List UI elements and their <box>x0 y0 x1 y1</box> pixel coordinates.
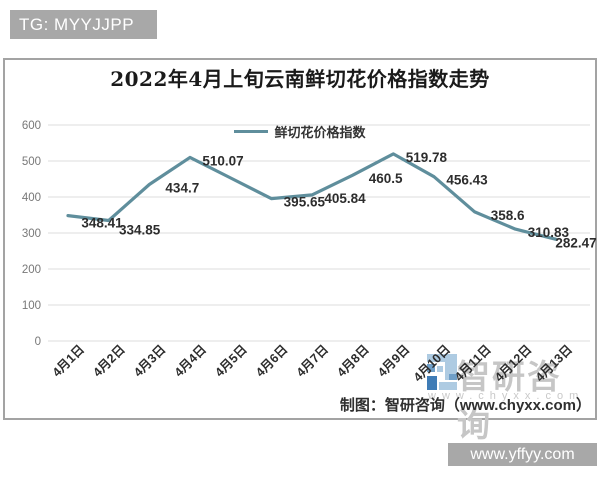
data-label: 348.41 <box>81 216 123 231</box>
price-index-line <box>66 152 558 241</box>
x-axis-tick-label: 4月8日 <box>334 342 371 379</box>
data-label: 282.47 <box>555 235 596 250</box>
data-label: 334.85 <box>119 222 161 237</box>
x-axis-tick-label: 4月7日 <box>294 342 331 379</box>
data-label: 395.65 <box>284 195 326 210</box>
x-axis-tick-label: 4月10日 <box>411 342 453 384</box>
x-axis-tick-label: 4月1日 <box>50 342 87 379</box>
data-label: 358.6 <box>491 208 525 223</box>
x-axis-tick-label: 4月13日 <box>533 342 575 384</box>
data-label: 434.7 <box>165 181 199 196</box>
y-axis-tick-label: 100 <box>22 300 41 312</box>
y-axis-tick-label: 400 <box>22 192 41 204</box>
data-label: 510.07 <box>202 153 243 168</box>
data-label: 460.5 <box>369 171 403 186</box>
x-axis-tick-label: 4月2日 <box>90 342 127 379</box>
y-axis-tick-label: 500 <box>22 156 41 168</box>
data-label: 456.43 <box>446 173 488 188</box>
y-axis-tick-label: 600 <box>22 120 41 132</box>
x-axis-tick-label: 4月3日 <box>131 342 168 379</box>
yffyy-url-badge: www.yffyy.com <box>448 443 597 466</box>
y-axis-tick-label: 200 <box>22 264 41 276</box>
data-label: 310.83 <box>528 225 570 240</box>
data-label: 405.84 <box>324 191 366 206</box>
legend-series-label: 鲜切花价格指数 <box>274 125 366 140</box>
x-axis-tick-label: 4月5日 <box>212 342 249 379</box>
legend-line-swatch <box>234 130 269 133</box>
x-axis-tick-label: 4月12日 <box>492 342 534 384</box>
chart-container: 2022年4月上旬云南鲜切花价格指数走势 鲜切花价格指数 智研咨询 www.ch… <box>3 58 597 443</box>
tg-contact-badge: TG: MYYJJPP <box>10 10 157 39</box>
x-axis-tick-label: 4月11日 <box>452 342 494 384</box>
legend: 鲜切花价格指数 <box>5 122 595 141</box>
chart-source-caption: 制图：智研咨询（www.chyxx.com） <box>339 397 591 414</box>
y-axis-tick-label: 300 <box>22 228 41 240</box>
y-axis-tick-label: 0 <box>35 336 41 348</box>
data-label: 519.78 <box>406 150 448 165</box>
x-axis-tick-label: 4月6日 <box>253 342 290 379</box>
x-axis-tick-label: 4月9日 <box>375 342 412 379</box>
chart-title: 2022年4月上旬云南鲜切花价格指数走势 <box>110 67 490 91</box>
x-axis-tick-label: 4月4日 <box>172 342 209 379</box>
